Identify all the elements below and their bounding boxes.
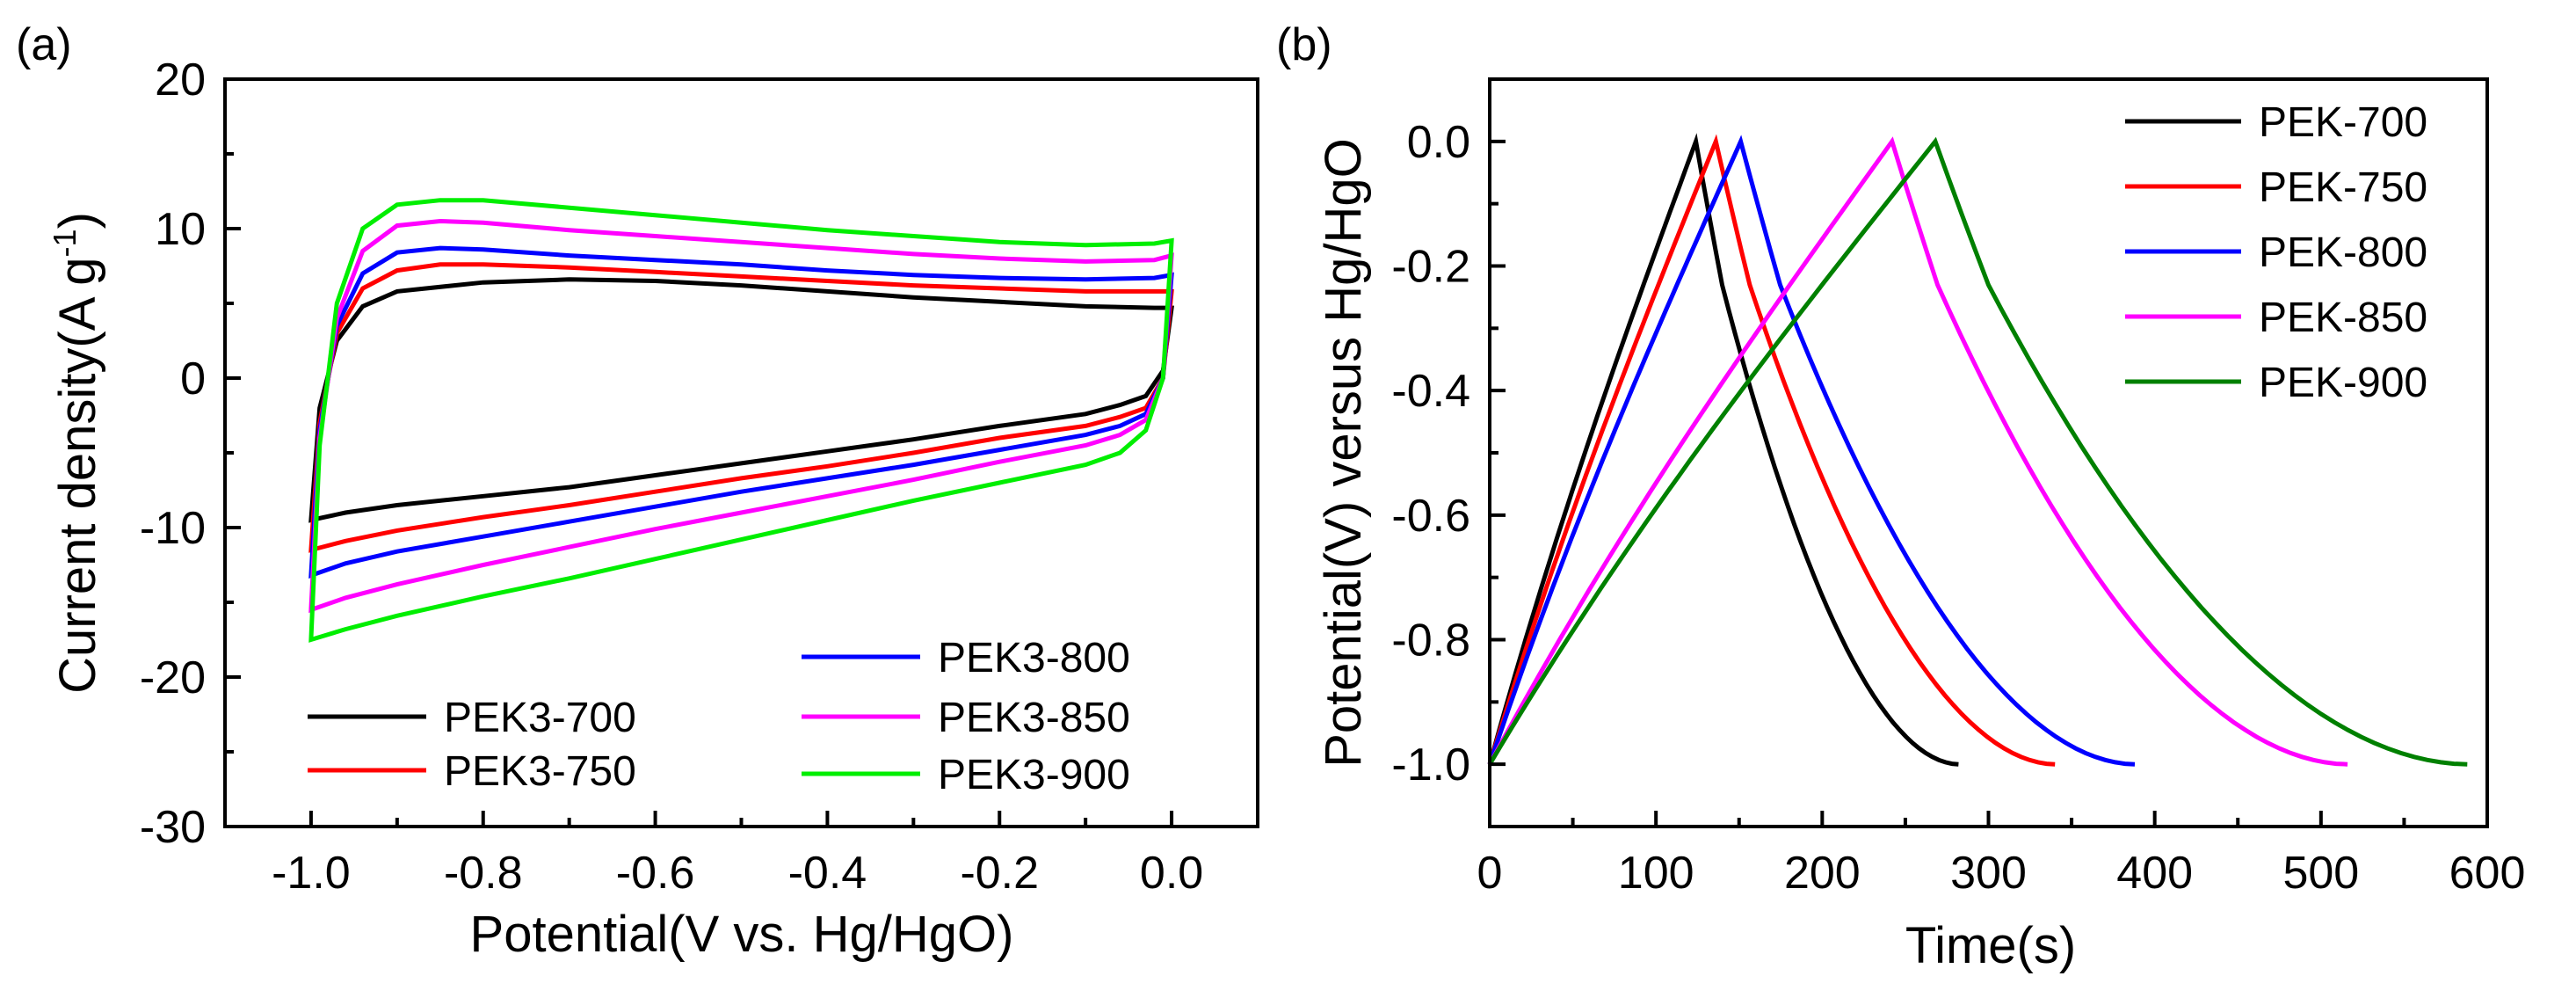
x-tick-label: -0.4 [788,848,867,899]
gcd-curve-pek-700 [1487,133,1959,767]
y-tick-label: 0.0 [1407,117,1470,168]
cv-curve-pek3-900 [308,198,1174,643]
y-tick-label: -10 [140,503,206,554]
x-tick-label: 500 [2282,848,2359,899]
panel-b-legend: PEK-700 PEK-750 PEK-800 PEK-850 PEK-900 [2125,99,2427,406]
panel-b-x-axis-title: Time(s) [1905,917,2076,974]
legend-item-pek3-750: PEK3-750 [308,748,636,795]
panel-a-y-axis-title: Current density(A g-1) [47,212,106,694]
panel-b: (b) 0 100 200 300 400 500 600 -1.0 -0.8 -0.6 -0.4… [1276,19,2525,974]
legend-label-pek3-850: PEK3-850 [938,695,1130,741]
x-tick-label: 300 [1950,848,2027,899]
panel-a-x-ticks: -1.0 -0.8 -0.6 -0.4 -0.2 0.0 [223,811,1259,899]
y-tick-label: -0.4 [1391,366,1470,417]
gcd-curve-pek-850 [1487,136,2348,767]
x-tick-label: 100 [1618,848,1694,899]
legend-label-pek-900: PEK-900 [2259,360,2427,406]
legend-label-pek3-700: PEK3-700 [444,695,636,741]
panel-a-y-axis-title-superscript: -1 [47,229,83,257]
legend-item-pek3-850: PEK3-850 [802,695,1130,741]
y-tick-label: -20 [140,652,206,703]
x-tick-label: 0.0 [1140,848,1203,899]
legend-label-pek3-900: PEK3-900 [938,752,1130,798]
y-tick-label: -0.6 [1391,491,1470,542]
legend-label-pek-700: PEK-700 [2259,99,2427,146]
legend-label-pek-800: PEK-800 [2259,229,2427,276]
legend-item-pek-700: PEK-700 [2125,99,2427,146]
legend-label-pek3-800: PEK3-800 [938,635,1130,681]
x-tick-label: -1.0 [272,848,351,899]
legend-item-pek-800: PEK-800 [2125,229,2427,276]
y-tick-label: -30 [140,802,206,853]
x-tick-label: 200 [1784,848,1861,899]
panel-a-y-ticks: -30 -20 -10 0 10 20 [140,55,241,853]
y-tick-label: -1.0 [1391,739,1470,790]
panel-a-y-axis-title-end: ) [49,212,106,229]
panel-a-y-axis-title-main: Current density(A g [49,257,106,693]
panel-b-label: (b) [1276,19,1332,70]
y-tick-label: -0.2 [1391,242,1470,293]
panel-a: (a) -1.0 -0.8 -0.6 -0.4 -0.2 0.0 -30 -20 -10 0 10… [16,19,1259,963]
panel-a-x-axis-title: Potential(V vs. Hg/HgO) [470,906,1014,963]
gcd-curve-pek-750 [1487,134,2056,767]
legend-item-pek-750: PEK-750 [2125,164,2427,211]
cv-curve-pek3-850 [308,218,1174,614]
y-tick-label: 20 [155,55,206,106]
legend-label-pek3-750: PEK3-750 [444,748,636,795]
y-tick-label: -0.8 [1391,616,1470,667]
y-tick-label: 10 [155,204,206,255]
panel-a-legend: PEK3-700 PEK3-750 PEK3-800 PEK3-850 PEK3… [308,635,1130,798]
x-tick-label: 0 [1477,848,1503,899]
x-tick-label: -0.6 [616,848,695,899]
cv-curve-pek3-750 [308,262,1174,553]
x-tick-label: 600 [2449,848,2526,899]
legend-item-pek3-900: PEK3-900 [802,752,1130,798]
x-tick-label: -0.2 [960,848,1039,899]
panel-b-x-ticks: 0 100 200 300 400 500 600 [1477,811,2526,899]
panel-b-y-ticks: -1.0 -0.8 -0.6 -0.4 -0.2 0.0 [1391,77,1506,828]
legend-label-pek-850: PEK-850 [2259,295,2427,341]
legend-item-pek3-700: PEK3-700 [308,695,636,741]
legend-label-pek-750: PEK-750 [2259,164,2427,211]
x-tick-label: -0.8 [444,848,523,899]
panel-b-y-axis-title: Potential(V) versus Hg/HgO [1315,138,1372,768]
cv-curve-pek3-700 [308,277,1174,523]
panel-a-curves [308,198,1174,643]
panel-a-label: (a) [16,19,72,70]
legend-item-pek-850: PEK-850 [2125,295,2427,341]
cv-curve-pek3-800 [308,245,1174,579]
panel-b-curves [1487,133,2468,767]
gcd-curve-pek-800 [1487,135,2136,767]
legend-item-pek3-800: PEK3-800 [802,635,1130,681]
legend-item-pek-900: PEK-900 [2125,360,2427,406]
x-tick-label: 400 [2116,848,2193,899]
y-tick-label: 0 [180,353,206,404]
gcd-curve-pek-900 [1487,136,2468,767]
